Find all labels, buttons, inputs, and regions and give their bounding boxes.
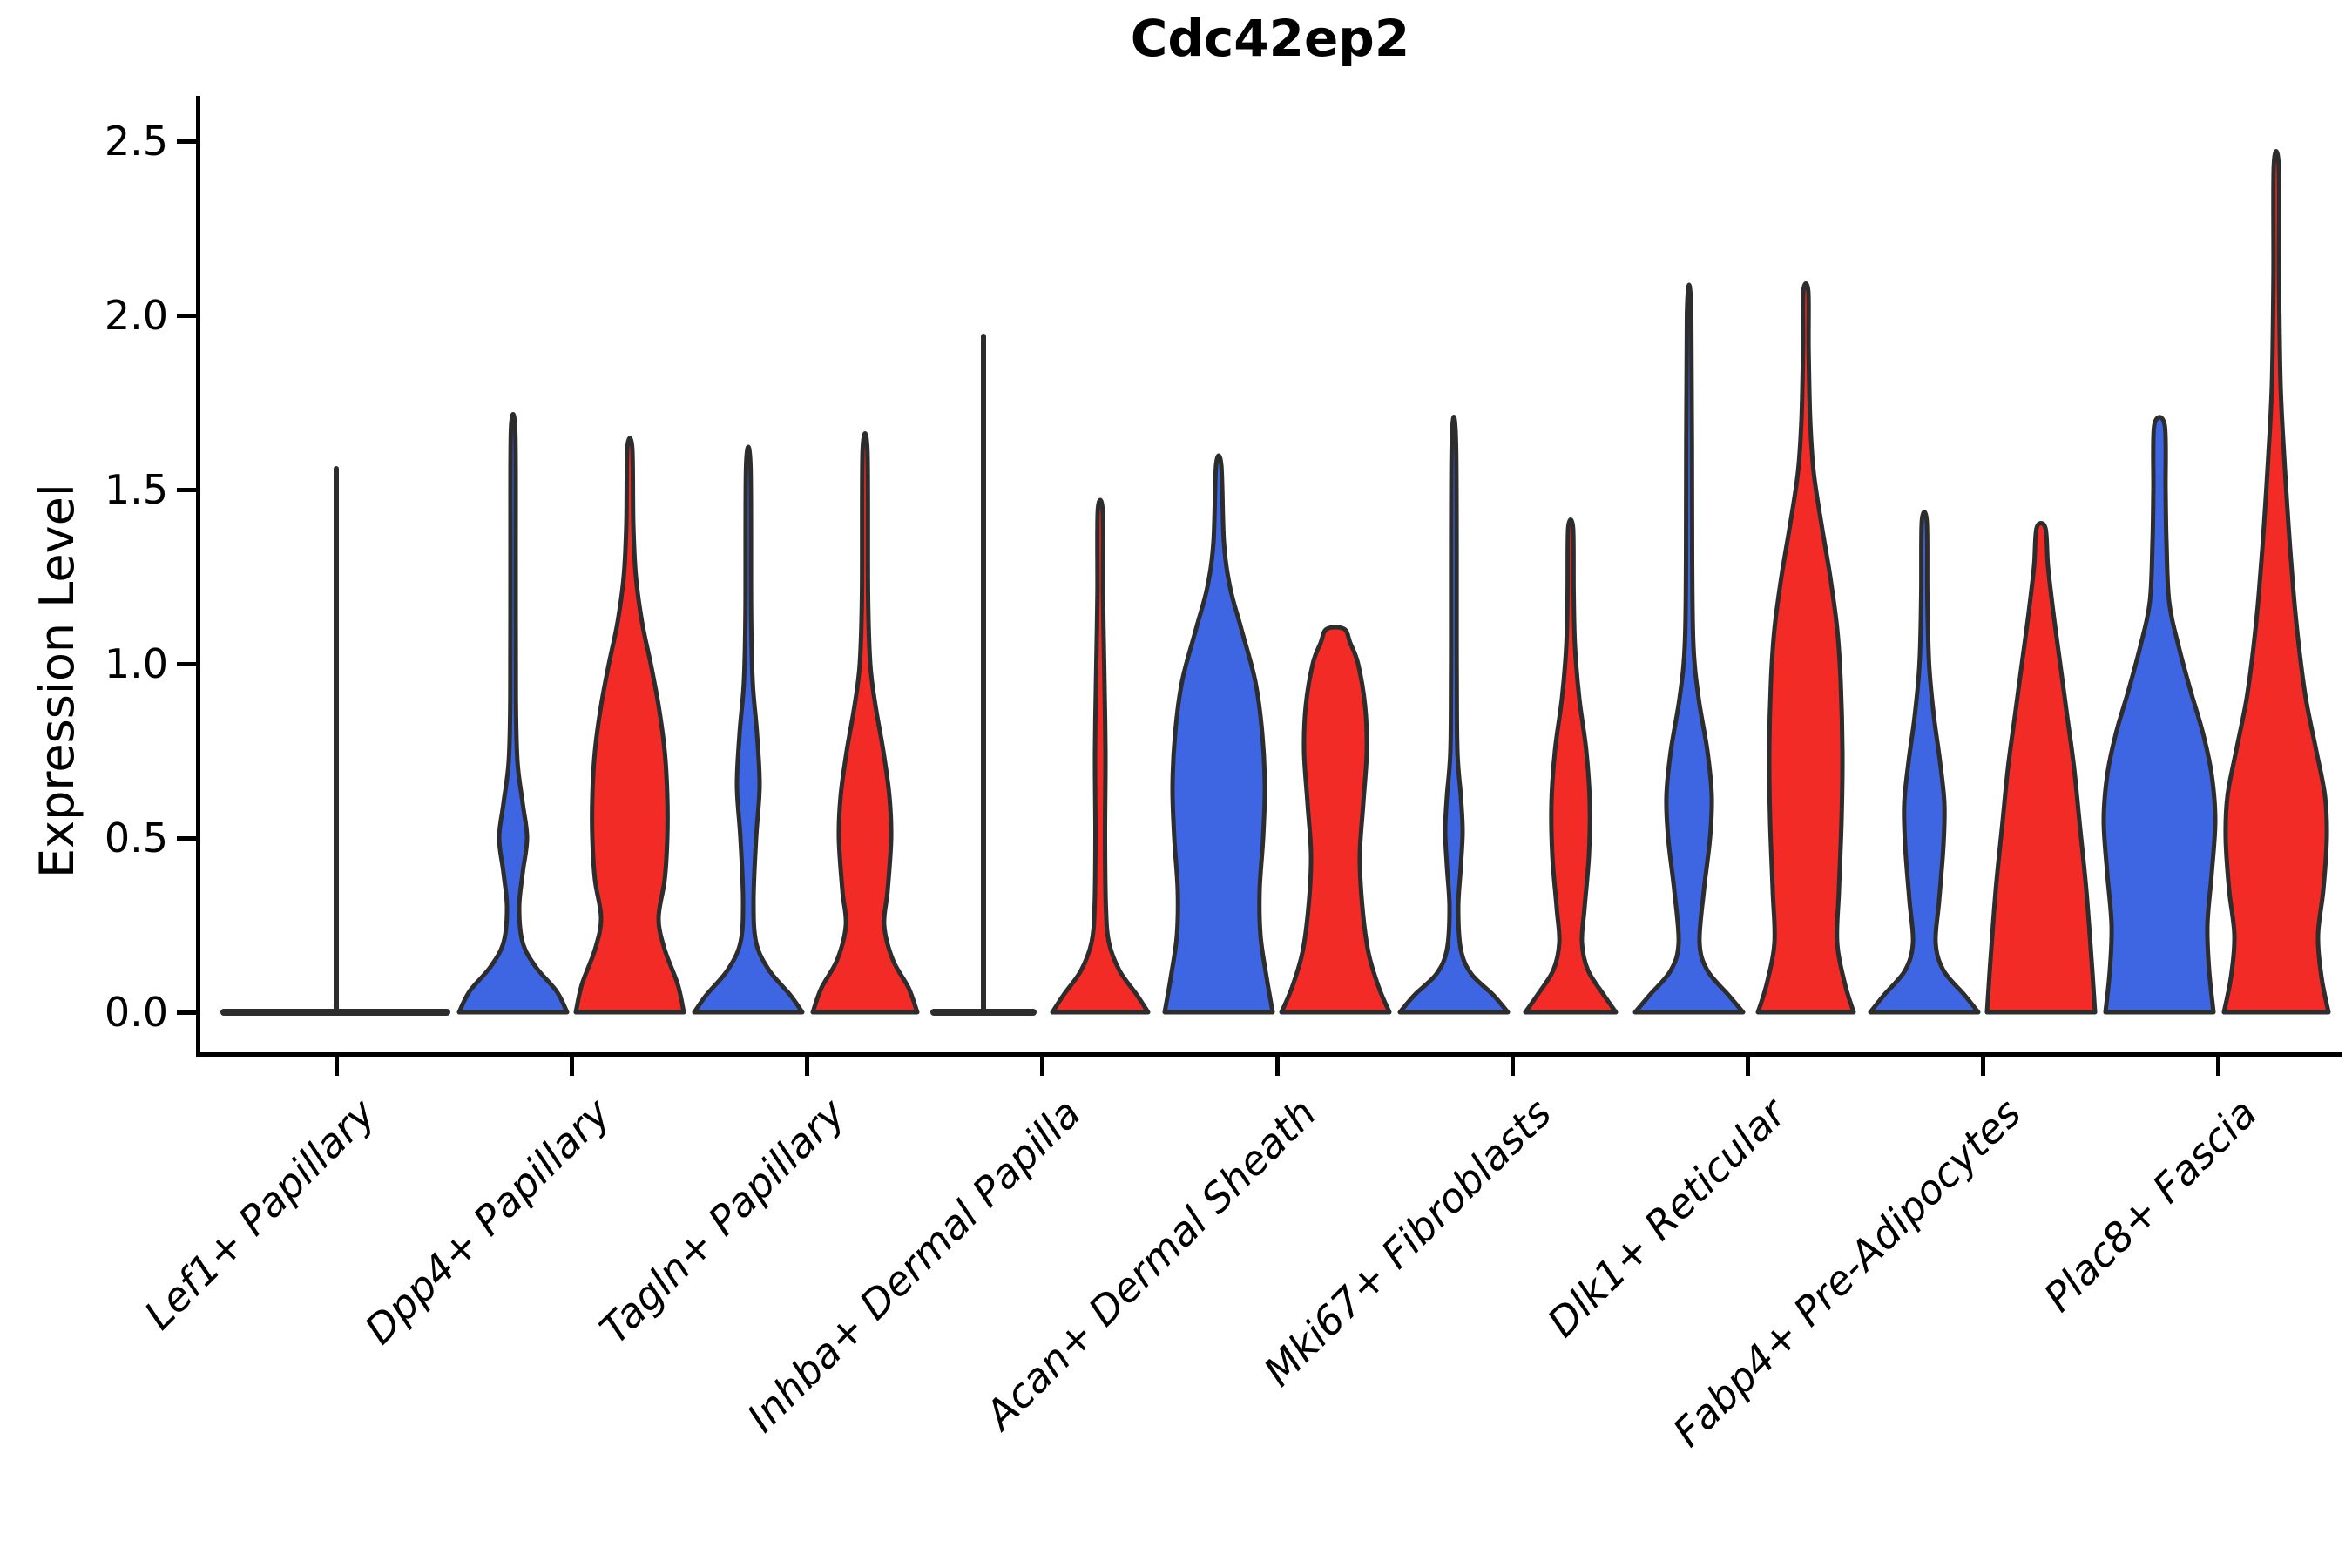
y-tick-label: 0.5 (104, 814, 168, 862)
x-tick-mark (1745, 1057, 1750, 1076)
x-tick-mark (804, 1057, 809, 1076)
violin-acan-dermal-sheath-blue (1162, 453, 1275, 1015)
y-tick-mark (177, 1010, 196, 1015)
x-tick-mark (1039, 1057, 1044, 1076)
x-tick-mark (1510, 1057, 1515, 1076)
violin-fabp4-pre-adipocytes-blue (1868, 510, 1981, 1015)
y-tick-mark (177, 661, 196, 666)
violin-mki67-fibroblasts-blue (1397, 415, 1511, 1015)
x-tick-mark (1274, 1057, 1280, 1076)
x-tick-mark (2215, 1057, 2220, 1076)
x-tick-mark (1980, 1057, 1985, 1076)
x-tick-mark (569, 1057, 574, 1076)
violin-plac8-fascia-blue (2101, 415, 2218, 1015)
y-tick-label: 2.5 (104, 118, 168, 165)
y-tick-mark (177, 835, 196, 841)
violin-mki67-fibroblasts-red (1523, 517, 1619, 1015)
violin-dpp4-papillary-blue (456, 411, 570, 1015)
violin-tagln-papillary-blue (692, 444, 805, 1015)
violin-dlk1-reticular-blue (1632, 282, 1746, 1015)
chart-title: Cdc42ep2 (1130, 9, 1410, 68)
y-tick-label: 1.0 (104, 640, 168, 687)
violin-fabp4-pre-adipocytes-red (1984, 521, 2098, 1015)
y-tick-label: 0.0 (104, 989, 168, 1036)
violin-plac8-fascia-red (2221, 149, 2331, 1015)
x-tick-mark (334, 1057, 339, 1076)
y-tick-mark (177, 139, 196, 144)
violin-tagln-papillary-red (810, 431, 920, 1015)
violin-acan-dermal-sheath-red (1279, 625, 1392, 1015)
violin-dpp4-papillary-red (573, 436, 686, 1015)
y-tick-mark (177, 313, 196, 318)
y-tick-label: 1.5 (104, 466, 168, 513)
violin-inhba-dermal-papilla-red (1050, 497, 1151, 1015)
y-axis-spine (196, 96, 200, 1057)
violin-dlk1-reticular-red (1755, 281, 1856, 1015)
y-tick-mark (177, 487, 196, 492)
y-tick-label: 2.0 (104, 292, 168, 339)
x-axis-spine (196, 1052, 2342, 1057)
